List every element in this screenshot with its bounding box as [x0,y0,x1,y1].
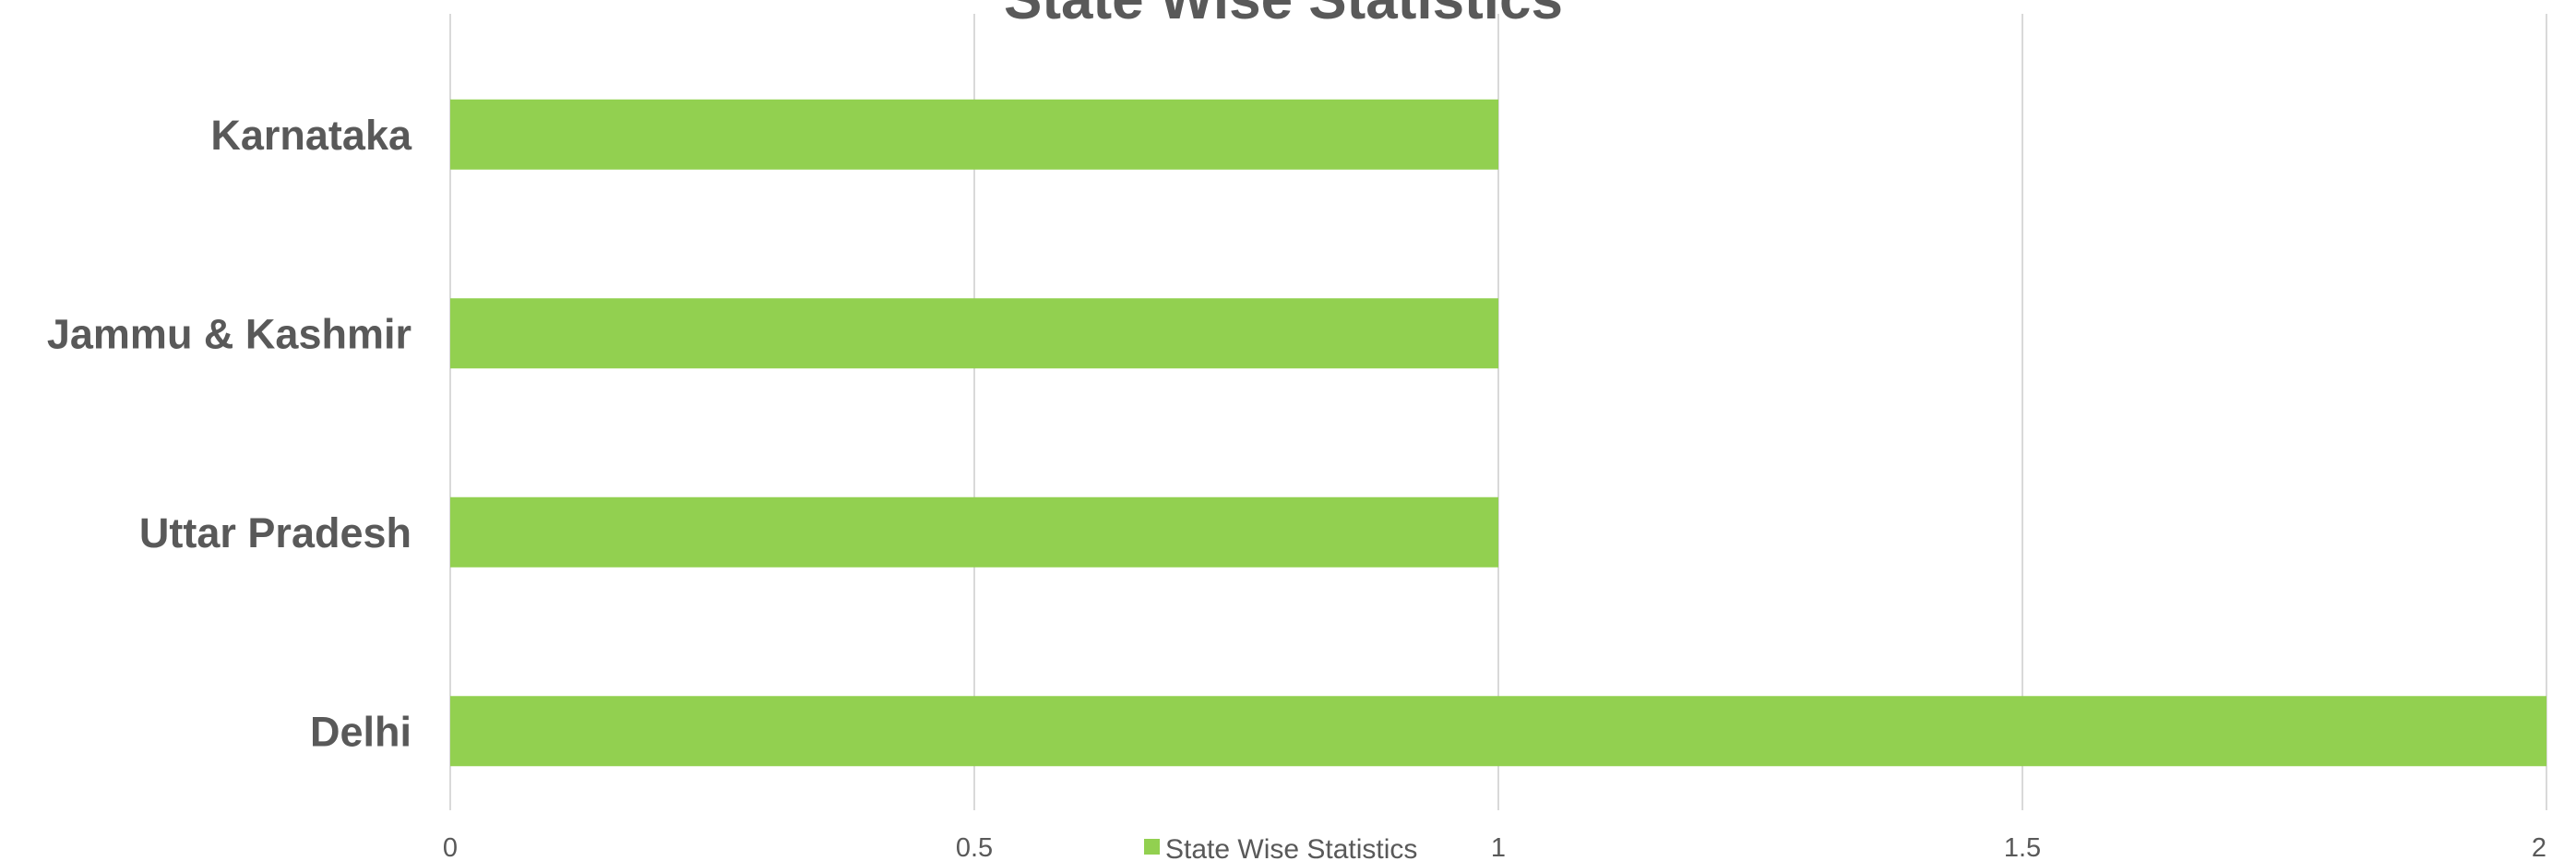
category-labels: Karnataka Jammu & Kashmir Uttar Pradesh Del… [47,112,412,756]
category-label: Uttar Pradesh [139,509,411,556]
x-tick-label: 1 [1491,833,1506,861]
legend-label: State Wise Statistics [1165,834,1417,861]
category-label: Delhi [310,708,411,755]
bars [450,99,2546,767]
chart-title: State Wise Statistics [1004,0,1563,31]
legend[interactable]: State Wise Statistics [1144,834,1417,861]
bar-3 [450,696,2546,767]
x-tick-label: 2 [2532,833,2546,861]
bar-0 [450,99,1498,170]
bar-2 [450,496,1498,568]
x-tick-label: 0.5 [956,833,993,861]
category-label: Jammu & Kashmir [47,310,411,357]
legend-swatch [1144,839,1160,855]
x-tick-label: 1.5 [2004,833,2041,861]
bar-1 [450,298,1498,369]
x-tick-label: 0 [443,833,458,861]
x-tick-labels: 0 0.5 1 1.5 2 [443,833,2546,861]
category-label: Karnataka [210,112,412,159]
